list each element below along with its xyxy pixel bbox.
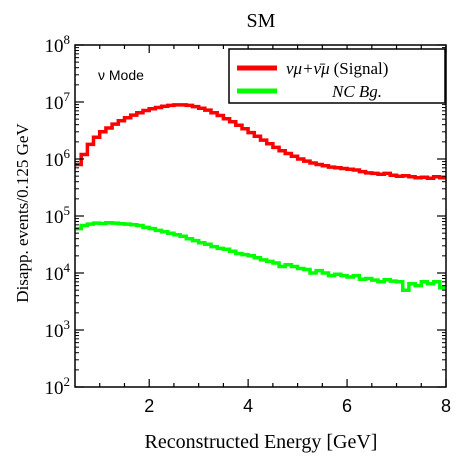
mode-annotation: ν Mode	[98, 67, 144, 83]
y-tick-label: 108	[45, 32, 71, 57]
legend: νμ+ν̄μ (Signal) NC Bg.	[228, 48, 446, 104]
y-tick-label: 107	[45, 89, 71, 114]
y-tick-label: 103	[45, 317, 71, 342]
y-tick-label: 106	[45, 146, 71, 171]
x-tick-label: 8	[441, 396, 451, 416]
x-tick-label: 6	[342, 396, 352, 416]
legend-label-2: NC Bg.	[331, 82, 382, 101]
x-axis-label: Reconstructed Energy [GeV]	[145, 431, 378, 453]
y-tick-label: 104	[45, 260, 71, 285]
chart-title: SM	[247, 10, 276, 32]
series-group	[75, 103, 446, 292]
y-axis-label: Disapp. events/0.125 GeV	[13, 123, 32, 303]
legend-box	[228, 48, 446, 104]
x-tick-label: 4	[243, 396, 253, 416]
series-line-1	[75, 103, 446, 180]
y-tick-label: 102	[45, 374, 71, 399]
x-tick-label: 2	[144, 396, 154, 416]
legend-label-1: νμ+ν̄μ (Signal)	[286, 59, 388, 78]
series-line-2	[75, 221, 446, 292]
y-tick-label: 105	[45, 203, 71, 228]
